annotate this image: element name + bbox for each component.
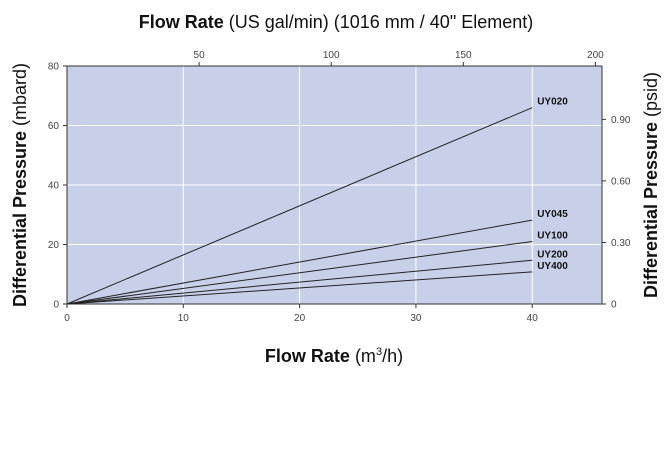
series-label-uy100: UY100 bbox=[537, 231, 568, 242]
bottom-tick-label: 0 bbox=[64, 313, 70, 324]
left-axis-title: Differential Pressure (mbard) bbox=[10, 63, 30, 307]
bottom-axis-title: Flow Rate (m3/h) bbox=[265, 346, 403, 366]
tick-labels: 0 10 20 30 40 50 100 150 200 0 20 40 60 80 0 0.30 0.60 0.… bbox=[48, 50, 631, 324]
bottom-tick-label: 20 bbox=[294, 313, 306, 324]
top-axis-title: Flow Rate (US gal/min) (1016 mm / 40" El… bbox=[139, 12, 534, 32]
right-tick-label: 0 bbox=[611, 300, 617, 311]
series-line-uy020 bbox=[66, 107, 533, 305]
series-line-uy200 bbox=[66, 259, 533, 305]
series-label-uy400: UY400 bbox=[537, 261, 568, 272]
right-axis-title: Differential Pressure (psid) bbox=[641, 72, 661, 298]
bottom-tick-label: 40 bbox=[527, 313, 539, 324]
series-line-uy045 bbox=[66, 219, 533, 305]
left-tick-label: 80 bbox=[48, 62, 60, 73]
top-tick-label: 150 bbox=[455, 50, 472, 61]
right-tick-label: 0.90 bbox=[611, 115, 631, 126]
series-line-uy400 bbox=[66, 271, 533, 305]
top-tick-label: 50 bbox=[194, 50, 206, 61]
series-lines bbox=[66, 107, 533, 305]
top-tick-label: 200 bbox=[587, 50, 604, 61]
axes bbox=[63, 62, 606, 308]
left-tick-label: 60 bbox=[48, 121, 60, 132]
bottom-tick-label: 30 bbox=[410, 313, 422, 324]
right-tick-label: 0.60 bbox=[611, 176, 631, 187]
left-tick-label: 20 bbox=[48, 240, 60, 251]
series-line-uy100 bbox=[66, 241, 533, 305]
series-label-uy200: UY200 bbox=[537, 249, 568, 260]
series-label-uy020: UY020 bbox=[537, 97, 568, 108]
left-tick-label: 0 bbox=[53, 300, 59, 311]
series-label-uy045: UY045 bbox=[537, 209, 568, 220]
top-tick-label: 100 bbox=[323, 50, 340, 61]
left-tick-label: 40 bbox=[48, 181, 60, 192]
bottom-tick-label: 10 bbox=[178, 313, 190, 324]
right-tick-label: 0.30 bbox=[611, 238, 631, 249]
grid-lines bbox=[67, 66, 602, 304]
